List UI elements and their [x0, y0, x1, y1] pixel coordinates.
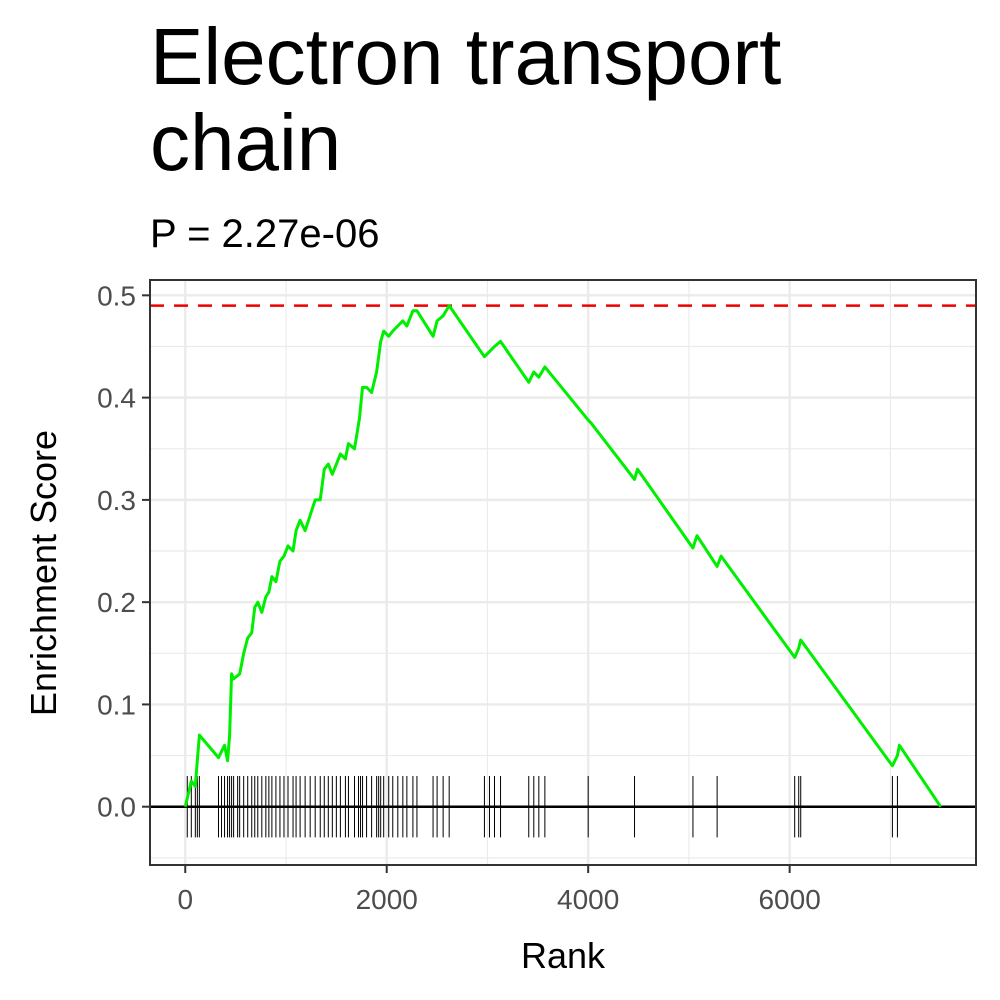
curve-layer [183, 304, 942, 808]
y-axis-label: Enrichment Score [23, 430, 64, 716]
y-tick-label: 0.2 [97, 587, 136, 618]
y-tick-label: 0.5 [97, 280, 136, 311]
x-tick-label: 6000 [758, 884, 820, 915]
chart-subtitle: P = 2.27e-06 [150, 212, 380, 256]
grid-layer [150, 280, 976, 865]
x-tick-label: 0 [177, 884, 193, 915]
panel-border [149, 279, 977, 866]
enrichment-curve [183, 304, 942, 808]
axis-ticks: 0.0 0.1 0.2 0.3 0.4 0.5 0 2000 4000 6000 [97, 280, 821, 915]
x-tick-label: 2000 [356, 884, 418, 915]
x-axis-label: Rank [521, 935, 606, 976]
y-tick-label: 0.0 [97, 792, 136, 823]
y-tick-label: 0.4 [97, 383, 136, 414]
y-tick-label: 0.3 [97, 485, 136, 516]
chart-title: Electron transport chain [150, 12, 782, 187]
gene-hit-ticks [186, 776, 898, 838]
y-tick-label: 0.1 [97, 689, 136, 720]
reference-lines [150, 304, 976, 808]
x-tick-label: 4000 [557, 884, 619, 915]
